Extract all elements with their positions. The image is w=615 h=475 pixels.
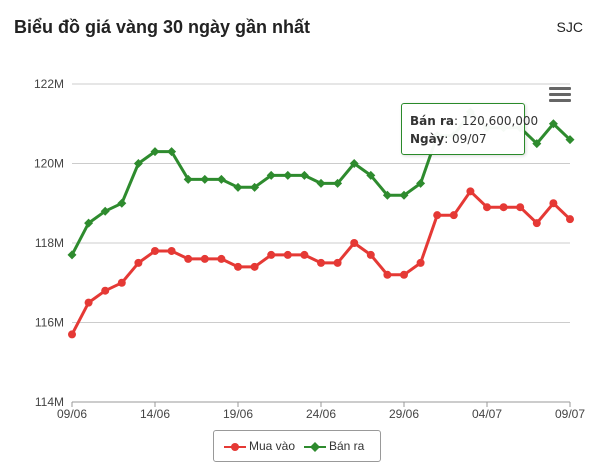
y-tick-label: 116M <box>35 316 64 330</box>
tooltip-date-label: Ngày <box>410 132 445 146</box>
data-point-sell[interactable] <box>548 119 558 129</box>
data-point-sell[interactable] <box>250 182 260 192</box>
data-point-buy[interactable] <box>566 215 574 224</box>
data-point-sell[interactable] <box>67 250 77 260</box>
data-point-buy[interactable] <box>134 258 143 267</box>
data-point-buy[interactable] <box>101 286 110 295</box>
data-point-buy[interactable] <box>234 262 242 271</box>
data-point-buy[interactable] <box>283 250 292 259</box>
data-point-sell[interactable] <box>565 135 575 145</box>
data-point-sell[interactable] <box>283 170 293 180</box>
data-point-buy[interactable] <box>499 203 508 212</box>
data-point-sell[interactable] <box>382 190 392 200</box>
legend-sell-label: Bán ra <box>329 439 365 453</box>
data-point-sell[interactable] <box>299 170 309 180</box>
legend-item-buy[interactable]: Mua vào <box>224 439 295 453</box>
y-tick-label: 122M <box>34 77 64 91</box>
data-point-sell[interactable] <box>150 147 160 157</box>
data-point-buy[interactable] <box>350 239 359 247</box>
data-point-buy[interactable] <box>167 246 176 255</box>
data-point-sell[interactable] <box>532 139 542 149</box>
data-tooltip: Bán ra: 120,600,000 Ngày: 09/07 <box>401 103 539 155</box>
data-point-buy[interactable] <box>151 246 159 255</box>
data-point-sell[interactable] <box>416 178 426 188</box>
data-point-buy[interactable] <box>333 258 342 267</box>
source-label: SJC <box>556 19 583 35</box>
data-point-sell[interactable] <box>200 174 210 184</box>
axes: 114M 116M 118M 120M 122M 09/06 14/06 19/06 24/06… <box>34 77 585 421</box>
data-point-buy[interactable] <box>200 254 209 263</box>
data-point-buy[interactable] <box>366 250 375 259</box>
data-point-buy[interactable] <box>383 270 392 279</box>
page-title: Biểu đồ giá vàng 30 ngày gần nhất <box>14 17 311 37</box>
data-point-sell[interactable] <box>266 170 276 180</box>
x-tick-label: 04/07 <box>472 407 502 421</box>
data-point-sell[interactable] <box>366 170 376 180</box>
data-point-sell[interactable] <box>100 206 110 216</box>
y-tick-label: 120M <box>34 157 64 171</box>
data-point-buy[interactable] <box>300 250 309 259</box>
chart-legend: Mua vào Bán ra <box>213 430 381 462</box>
data-point-buy[interactable] <box>549 199 558 208</box>
data-point-buy[interactable] <box>449 211 458 220</box>
y-tick-label: 114M <box>35 395 64 409</box>
data-point-buy[interactable] <box>400 270 408 279</box>
tooltip-series-label: Bán ra <box>410 114 454 128</box>
data-point-sell[interactable] <box>167 147 177 157</box>
legend-sell-marker-icon <box>304 441 326 452</box>
data-point-buy[interactable] <box>516 203 525 212</box>
legend-buy-marker-icon <box>224 442 246 451</box>
data-point-sell[interactable] <box>233 182 243 192</box>
data-point-buy[interactable] <box>416 258 425 267</box>
tooltip-date-row: Ngày: 09/07 <box>410 132 487 146</box>
data-point-sell[interactable] <box>84 218 94 228</box>
x-tick-label: 29/06 <box>389 407 419 421</box>
hamburger-menu-icon[interactable] <box>549 87 571 107</box>
tooltip-date-value: 09/07 <box>452 132 487 146</box>
chart-header: Biểu đồ giá vàng 30 ngày gần nhất SJC <box>0 0 615 60</box>
data-point-buy[interactable] <box>250 262 259 271</box>
data-point-buy[interactable] <box>68 330 76 339</box>
x-tick-label: 24/06 <box>306 407 336 421</box>
legend-buy-label: Mua vào <box>249 439 296 453</box>
x-tick-label: 09/07 <box>555 407 585 421</box>
x-tick-label: 14/06 <box>140 407 170 421</box>
data-point-sell[interactable] <box>399 190 409 200</box>
data-point-buy[interactable] <box>117 278 126 287</box>
data-point-sell[interactable] <box>133 159 143 168</box>
x-tick-label: 19/06 <box>223 407 253 421</box>
tooltip-series-value: 120,600,000 <box>461 114 539 128</box>
data-point-buy[interactable] <box>317 258 325 267</box>
data-point-sell[interactable] <box>349 159 359 168</box>
data-point-buy[interactable] <box>184 254 193 263</box>
data-point-buy[interactable] <box>433 211 442 220</box>
y-tick-label: 118M <box>35 236 64 250</box>
tooltip-series-row: Bán ra: 120,600,000 <box>410 114 539 128</box>
data-point-buy[interactable] <box>532 219 541 228</box>
x-tick-label: 09/06 <box>57 407 87 421</box>
data-point-buy[interactable] <box>483 203 491 212</box>
data-point-sell[interactable] <box>333 178 343 188</box>
data-point-buy[interactable] <box>84 298 93 307</box>
data-point-sell[interactable] <box>183 174 193 184</box>
data-point-sell[interactable] <box>216 174 226 184</box>
data-point-sell[interactable] <box>117 198 127 208</box>
data-point-buy[interactable] <box>466 187 475 196</box>
legend-item-sell[interactable]: Bán ra <box>304 439 364 453</box>
data-point-sell[interactable] <box>316 178 326 188</box>
data-point-buy[interactable] <box>217 254 226 263</box>
data-point-buy[interactable] <box>267 250 276 259</box>
